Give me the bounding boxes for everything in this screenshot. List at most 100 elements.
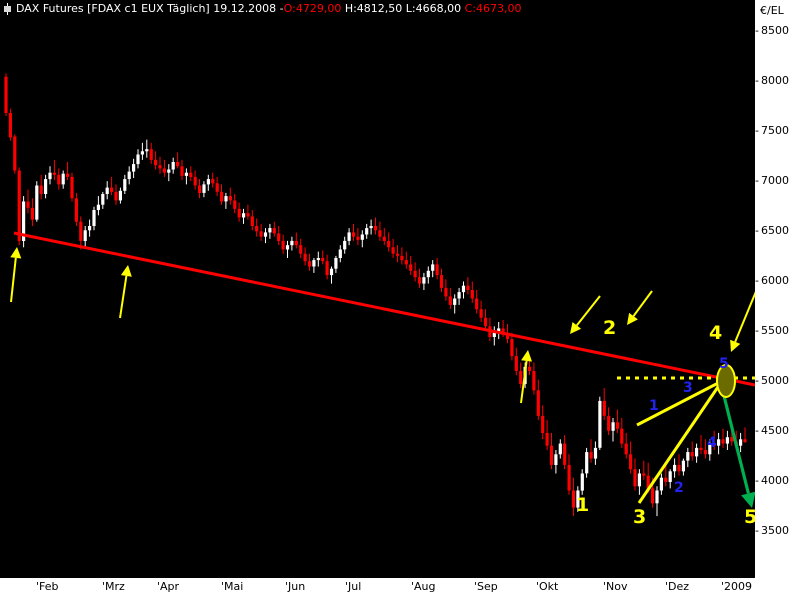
candle-body-up	[585, 452, 589, 474]
candle-body-up	[132, 164, 136, 172]
candle-body-down	[629, 454, 633, 470]
candle-body-down	[211, 179, 215, 184]
price-tick: -5000	[755, 374, 789, 387]
candle-body-down	[514, 356, 518, 371]
candle-body-down	[30, 207, 34, 220]
annotation-overlays	[10, 231, 755, 508]
date-tick: 'Dez	[665, 580, 690, 593]
price-tick: -5500	[755, 324, 789, 337]
candle-body-down	[690, 452, 694, 457]
candle-body-down	[307, 261, 312, 267]
candle-body-up	[457, 292, 461, 299]
chart-plot-area[interactable]: 1 2 3 4 5 1 2 3 4 5	[0, 18, 755, 578]
candle-body-up	[206, 179, 210, 185]
candle-body-up	[347, 232, 351, 241]
candle-body-down	[505, 332, 510, 340]
candle-body-down	[17, 170, 21, 241]
price-tick: -6000	[755, 274, 789, 287]
candle-body-up	[136, 154, 140, 165]
candle-body-down	[479, 309, 483, 318]
candle-body-down	[255, 226, 259, 232]
pointer-arrow-group	[10, 247, 755, 404]
candle-body-up	[92, 210, 96, 226]
candle-body-down	[567, 464, 571, 491]
candle-body-down	[545, 432, 549, 446]
candle-body-up	[708, 443, 712, 455]
price-tick: -6500	[755, 224, 789, 237]
subwave-label-1: 1	[649, 398, 659, 414]
date-tick: 'Nov	[603, 580, 628, 593]
candle-body-down	[721, 439, 725, 444]
arrow-shaft	[10, 257, 17, 303]
candle-body-down	[444, 287, 448, 297]
candle-body-up	[497, 328, 501, 333]
arrow-shaft	[576, 295, 601, 327]
subwave-label-4: 4	[707, 435, 717, 451]
candle-body-down	[220, 191, 224, 202]
candle-body-up	[554, 454, 558, 465]
upper-wedge-line	[636, 379, 723, 427]
candle-body-down	[475, 298, 479, 310]
candle-body-down	[110, 187, 114, 192]
candle-body-down	[13, 136, 17, 171]
price-tick: -7000	[755, 174, 789, 187]
wave-label-5: 5	[744, 506, 755, 528]
quote-close: C:4673,00	[464, 2, 522, 15]
candle-body-up	[285, 245, 290, 250]
arrow-shaft	[119, 275, 128, 319]
candle-body-down	[466, 285, 470, 290]
candle-body-up	[118, 190, 122, 201]
downside-projection-arrow	[720, 387, 755, 508]
candle-body-down	[26, 201, 30, 208]
candle-body-up	[167, 169, 171, 173]
arrow-shaft	[632, 290, 653, 317]
candle-body-up	[338, 249, 342, 258]
candle-body-up	[184, 172, 188, 176]
candle-body-up	[580, 473, 584, 491]
candle-body-down	[233, 200, 237, 209]
candle-body-down	[74, 198, 78, 222]
candle-body-down	[448, 296, 452, 305]
candle-body-down	[615, 422, 620, 429]
candle-body-down	[39, 185, 43, 194]
candle-body-up	[681, 460, 685, 472]
candle-body-down	[602, 400, 606, 416]
candle-body-down	[198, 185, 202, 193]
price-tick: -3500	[755, 524, 789, 537]
candle-body-up	[96, 204, 100, 210]
candle-body-up	[453, 298, 457, 305]
subwave-label-2: 2	[674, 480, 684, 496]
candle-body-down	[699, 447, 703, 450]
candle-body-up	[343, 240, 347, 250]
candle-body-up	[101, 194, 105, 205]
candle-body-down	[149, 149, 153, 160]
candle-body-down	[176, 162, 180, 167]
candle-body-up	[22, 201, 26, 241]
candle-body-down	[52, 172, 56, 175]
candle-body-down	[228, 196, 232, 201]
candlestick-icon	[0, 0, 16, 18]
candle-body-down	[114, 191, 118, 201]
date-tick: 'Aug	[411, 580, 436, 593]
candle-body-up	[268, 228, 272, 233]
candle-body-up	[717, 439, 721, 446]
candle-body-down	[387, 240, 391, 248]
candle-body-up	[35, 185, 39, 220]
candle-body-down	[325, 261, 329, 276]
arrow-touch-1	[10, 247, 22, 303]
breakout-ellipse-marker[interactable]	[716, 364, 736, 398]
candle-body-down	[70, 176, 74, 199]
arrow-head	[10, 247, 22, 259]
price-tick: -8500	[755, 24, 789, 37]
candle-body-up	[576, 490, 580, 508]
quote-high: H:4812,50	[344, 2, 403, 15]
candle-body-down	[180, 166, 184, 176]
candle-body-up	[611, 422, 615, 431]
arrow-point-5	[730, 291, 755, 352]
candle-body-up	[637, 473, 641, 487]
price-tick: -7500	[755, 124, 789, 137]
candle-body-down	[743, 439, 747, 443]
date-tick: '2009	[721, 580, 752, 593]
candle-body-down	[439, 275, 444, 288]
candle-body-up	[105, 187, 109, 194]
